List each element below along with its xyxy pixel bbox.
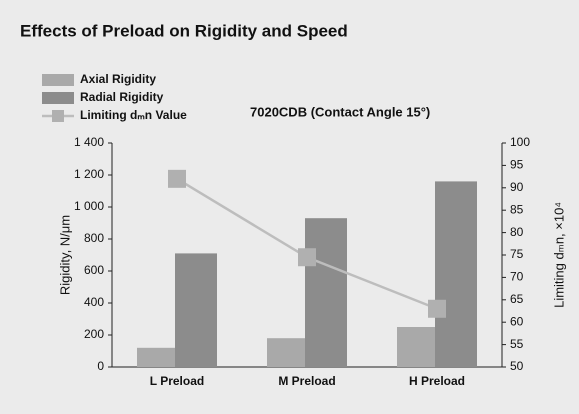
y2-tick-label: 60 [510,314,524,328]
legend-label: Radial Rigidity [80,90,164,104]
y-tick-label: 200 [84,327,104,341]
line-marker [168,169,186,188]
y-tick-label: 1 400 [74,135,104,149]
y-tick-label: 800 [84,231,104,245]
legend-label: Axial Rigidity [80,72,156,86]
y2-tick-label: 70 [510,270,524,284]
y2-tick-label: 85 [510,202,524,216]
legend-swatch [42,74,74,86]
bar [137,347,175,367]
x-tick-label: M Preload [278,374,335,388]
y-axis-label: Rigidity, N/μm [57,215,72,295]
bar [175,253,217,367]
y2-tick-label: 80 [510,225,524,239]
legend-swatch [52,110,64,122]
legend-swatch [42,92,74,104]
y2-tick-label: 90 [510,180,524,194]
bar [397,327,435,367]
line-marker [298,248,316,267]
bar [305,218,347,367]
y2-tick-label: 55 [510,337,524,351]
y2-tick-label: 50 [510,359,524,373]
y-tick-label: 400 [84,295,104,309]
line-marker [428,299,446,318]
annotation: 7020CDB (Contact Angle 15°) [250,104,430,119]
chart-title: Effects of Preload on Rigidity and Speed [20,21,348,40]
y2-tick-label: 65 [510,292,524,306]
y-tick-label: 1 000 [74,199,104,213]
x-tick-label: H Preload [409,374,465,388]
x-tick-label: L Preload [150,374,204,388]
legend-label: Limiting dₘn Value [80,108,187,122]
y2-tick-label: 100 [510,135,530,149]
y-tick-label: 600 [84,263,104,277]
bar [435,181,477,367]
y2-tick-label: 95 [510,158,524,172]
y2-axis-label: Limiting dₘn, ×10⁴ [551,202,566,308]
y2-tick-label: 75 [510,247,524,261]
y-tick-label: 1 200 [74,167,104,181]
y-tick-label: 0 [97,359,104,373]
bar [267,338,305,367]
